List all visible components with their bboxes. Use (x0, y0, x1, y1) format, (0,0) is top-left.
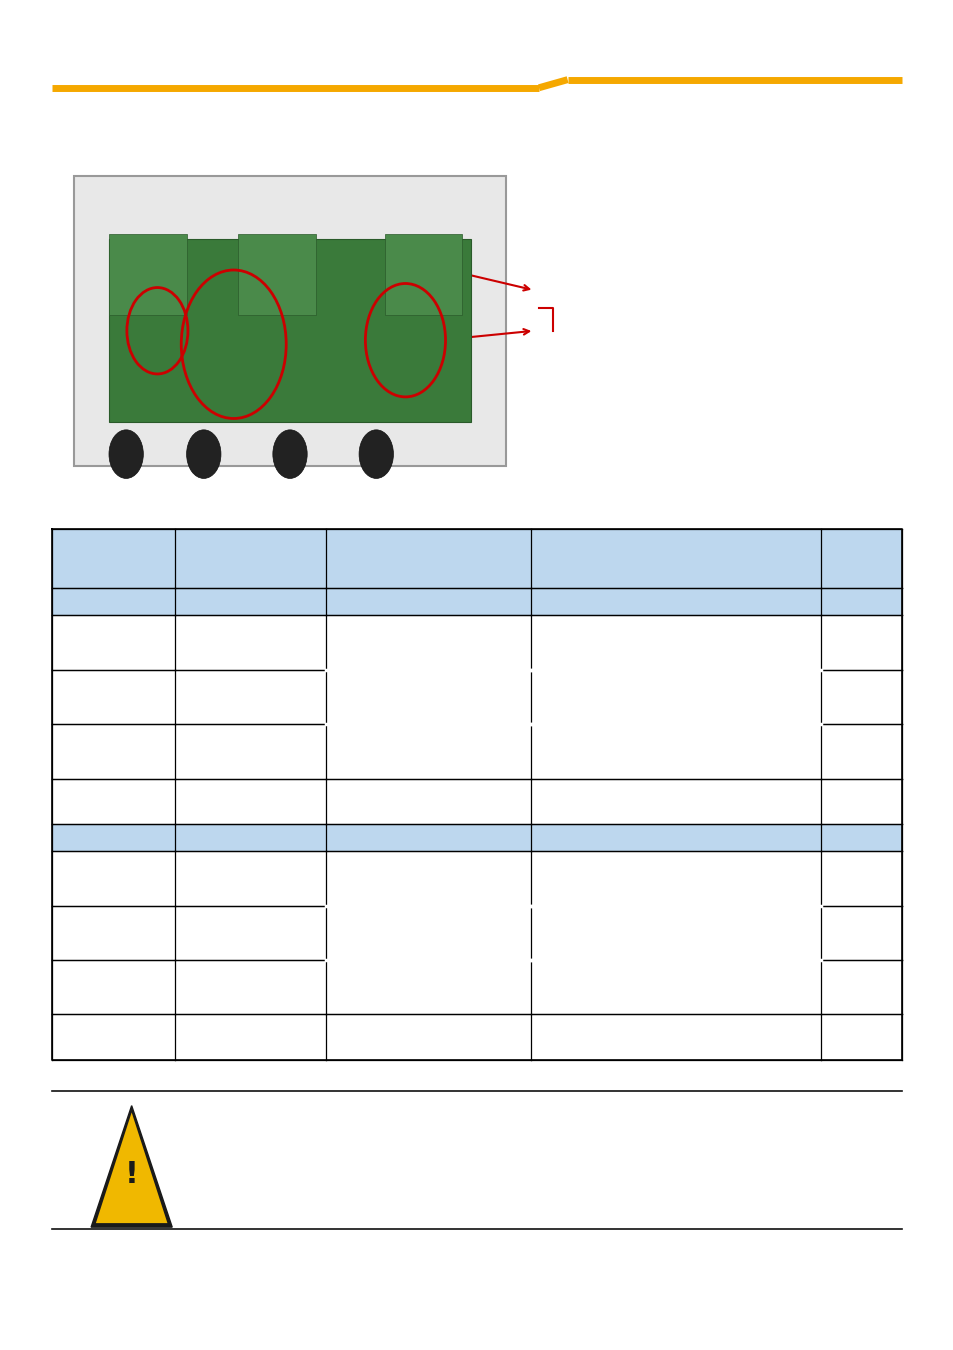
FancyBboxPatch shape (52, 779, 901, 824)
FancyBboxPatch shape (52, 589, 901, 616)
Text: !: ! (125, 1160, 138, 1189)
FancyBboxPatch shape (52, 960, 901, 1014)
FancyBboxPatch shape (384, 234, 462, 315)
FancyBboxPatch shape (74, 176, 505, 466)
Circle shape (273, 429, 307, 478)
Circle shape (187, 429, 221, 478)
FancyBboxPatch shape (52, 670, 901, 724)
FancyBboxPatch shape (52, 824, 901, 850)
FancyBboxPatch shape (52, 724, 901, 779)
FancyBboxPatch shape (109, 239, 471, 423)
Polygon shape (91, 1106, 172, 1227)
Polygon shape (95, 1112, 168, 1223)
FancyBboxPatch shape (238, 234, 315, 315)
FancyBboxPatch shape (109, 234, 187, 315)
FancyBboxPatch shape (52, 850, 901, 906)
Circle shape (358, 429, 393, 478)
FancyBboxPatch shape (52, 616, 901, 670)
FancyBboxPatch shape (52, 1014, 901, 1060)
Circle shape (109, 429, 143, 478)
FancyBboxPatch shape (52, 529, 901, 589)
FancyBboxPatch shape (52, 906, 901, 960)
